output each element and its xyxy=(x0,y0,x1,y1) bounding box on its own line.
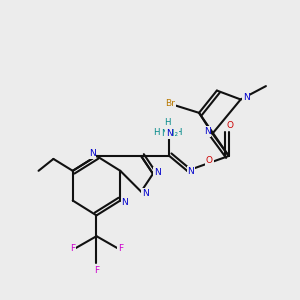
Text: N: N xyxy=(89,149,95,158)
Text: F: F xyxy=(118,244,123,253)
Text: N: N xyxy=(166,129,173,138)
Text: H: H xyxy=(154,128,160,137)
Text: N: N xyxy=(243,93,249,102)
Text: NH₂: NH₂ xyxy=(161,129,178,138)
Text: O: O xyxy=(206,156,213,165)
Text: F: F xyxy=(94,266,99,275)
Text: NH: NH xyxy=(169,128,183,137)
Text: F: F xyxy=(70,244,75,253)
Text: N: N xyxy=(122,198,128,207)
Text: Br: Br xyxy=(165,98,175,107)
Text: N: N xyxy=(154,168,161,177)
Text: H: H xyxy=(164,118,170,127)
Text: O: O xyxy=(227,121,234,130)
Text: H: H xyxy=(162,123,169,132)
Text: N: N xyxy=(142,189,149,198)
Text: N: N xyxy=(204,127,210,136)
Text: N: N xyxy=(187,167,194,176)
